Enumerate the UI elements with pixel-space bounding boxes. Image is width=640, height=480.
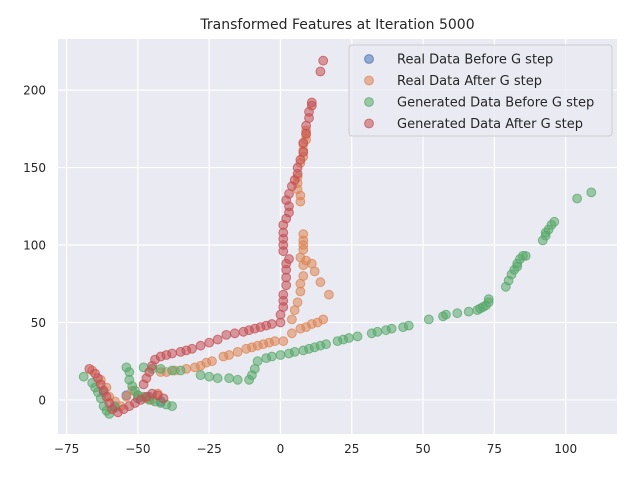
data-point <box>224 373 235 384</box>
data-point <box>315 277 326 288</box>
data-point <box>298 137 309 148</box>
chart-title: Transformed Features at Iteration 5000 <box>199 17 474 33</box>
data-point <box>309 266 320 277</box>
data-point <box>324 289 334 300</box>
data-point <box>298 271 309 281</box>
data-point <box>204 337 215 348</box>
data-point <box>267 351 277 362</box>
data-point <box>195 340 206 351</box>
y-tick-label: 100 <box>23 239 46 253</box>
data-point <box>195 370 206 381</box>
y-tick-label: 0 <box>38 393 46 407</box>
data-point <box>155 364 166 374</box>
data-series <box>78 55 597 419</box>
x-tick-label: −75 <box>54 442 79 456</box>
data-point <box>167 401 178 412</box>
data-point <box>403 320 414 331</box>
x-tick-label: −25 <box>196 442 221 456</box>
data-point <box>441 309 451 320</box>
legend-items: Real Data Before G step Real Data After G… <box>364 53 594 132</box>
data-point <box>318 314 329 325</box>
x-tick-label: 0 <box>277 442 285 456</box>
data-point <box>298 147 309 158</box>
data-point <box>352 331 363 342</box>
data-point <box>207 356 217 367</box>
x-tick-label: −50 <box>125 442 150 456</box>
data-point <box>175 365 186 376</box>
data-point <box>463 306 474 317</box>
data-point <box>212 373 223 384</box>
legend: Real Data Before G step Real Data After G… <box>348 44 613 137</box>
data-point <box>386 323 397 334</box>
data-point <box>549 216 560 227</box>
data-point <box>269 336 280 347</box>
data-point <box>423 314 434 325</box>
data-point <box>232 347 243 357</box>
data-point <box>212 334 223 345</box>
data-point <box>252 356 263 367</box>
legend-label: Real Data Before G step <box>397 53 553 68</box>
data-point <box>167 348 178 359</box>
data-point <box>306 97 317 108</box>
y-tick-label: 200 <box>23 84 46 98</box>
data-point <box>586 187 597 198</box>
data-point <box>229 328 240 339</box>
legend-label: Generated Data After G step <box>397 117 583 132</box>
y-tick-label: 150 <box>23 161 46 175</box>
data-point <box>267 319 277 329</box>
data-point <box>158 393 169 404</box>
data-point <box>121 391 132 402</box>
data-point <box>372 326 383 337</box>
legend-label: Real Data After G step <box>397 74 542 89</box>
series-2-points <box>78 187 597 419</box>
data-point <box>232 374 243 385</box>
legend-marker <box>364 75 374 86</box>
data-point <box>287 328 297 339</box>
data-point <box>284 254 294 264</box>
series-3-points <box>84 55 329 418</box>
data-point <box>483 294 494 305</box>
legend-marker <box>364 118 374 129</box>
x-tick-label: 25 <box>344 442 359 456</box>
data-point <box>204 371 215 382</box>
data-point <box>298 229 309 240</box>
legend-box <box>348 44 613 137</box>
data-point <box>344 333 354 343</box>
data-point <box>278 289 289 300</box>
legend-marker <box>364 54 374 64</box>
tick-labels: −75 −50 −25 0 25 50 75 100 0 50 100 150 200 <box>23 84 577 456</box>
data-point <box>520 251 531 261</box>
data-point <box>287 314 297 325</box>
data-point <box>289 347 300 357</box>
data-point <box>321 339 332 350</box>
data-point <box>275 350 286 360</box>
data-point <box>572 193 582 204</box>
legend-label: Generated Data Before G step <box>397 96 594 111</box>
data-point <box>292 297 303 308</box>
data-point <box>221 330 232 340</box>
x-tick-label: 50 <box>415 442 430 456</box>
data-point <box>452 308 463 319</box>
y-tick-label: 50 <box>31 316 46 330</box>
data-point <box>315 66 326 77</box>
legend-marker <box>364 97 374 107</box>
data-point <box>78 371 89 382</box>
data-point <box>224 350 235 360</box>
data-point <box>278 336 289 347</box>
data-point <box>187 343 197 354</box>
x-tick-label: 75 <box>487 442 502 456</box>
x-tick-label: 100 <box>554 442 577 456</box>
data-point <box>318 55 329 66</box>
data-point <box>167 365 178 376</box>
